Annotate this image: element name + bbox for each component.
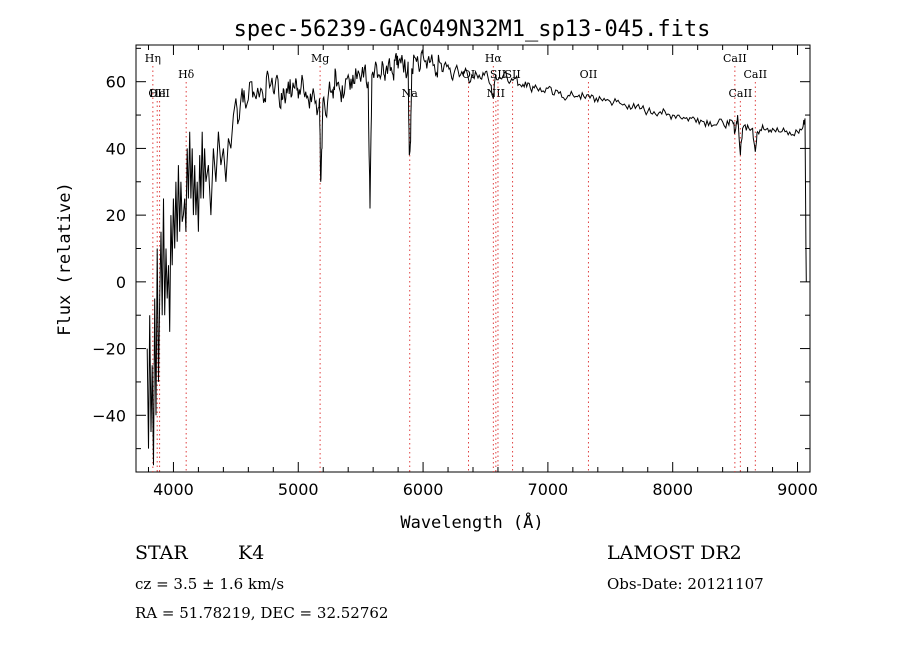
chart-title: spec-56239-GAC049N32M1_sp13-045.fits <box>234 17 711 42</box>
x-tick-label: 6000 <box>403 480 444 499</box>
object-subclass: K4 <box>238 542 265 564</box>
x-tick-label: 5000 <box>278 480 319 499</box>
spectral-line-label: Hδ <box>178 68 195 81</box>
x-axis-label: Wavelength (Å) <box>400 511 543 533</box>
spectral-line-label: Hα <box>485 52 503 65</box>
redshift-value: cz = 3.5 ± 1.6 km/s <box>135 575 285 593</box>
spectral-line-label: HeI <box>149 87 169 100</box>
object-class: STAR <box>135 542 188 564</box>
spectral-line-label: OII <box>580 68 598 81</box>
y-tick-label: 40 <box>106 139 126 158</box>
spectrum-line <box>146 49 807 466</box>
spectral-line-label: OII <box>148 87 166 100</box>
coordinates: RA = 51.78219, DEC = 32.52762 <box>135 604 389 622</box>
spectral-line-label: NII <box>487 87 505 100</box>
y-axis-label: Flux (relative) <box>55 182 75 336</box>
y-tick-label: −20 <box>92 340 126 359</box>
y-tick-label: 60 <box>106 73 126 92</box>
x-tick-label: 7000 <box>528 480 569 499</box>
spectral-line-label: CaII <box>729 87 753 100</box>
x-tick-label: 8000 <box>652 480 693 499</box>
y-tick-label: 20 <box>106 206 126 225</box>
observation-date: Obs-Date: 20121107 <box>607 575 764 593</box>
y-tick-label: −40 <box>92 406 126 425</box>
spectral-line-label: Mg <box>311 52 329 65</box>
y-tick-label: 0 <box>116 273 126 292</box>
survey-name: LAMOST DR2 <box>607 542 742 564</box>
x-tick-label: 4000 <box>153 480 194 499</box>
x-tick-label: 9000 <box>777 480 818 499</box>
spectral-line-label: Na <box>402 87 419 100</box>
spectral-line-label: Hη <box>145 52 161 65</box>
spectral-line-label: CaII <box>723 52 747 65</box>
spectral-line-label: CaII <box>743 68 767 81</box>
